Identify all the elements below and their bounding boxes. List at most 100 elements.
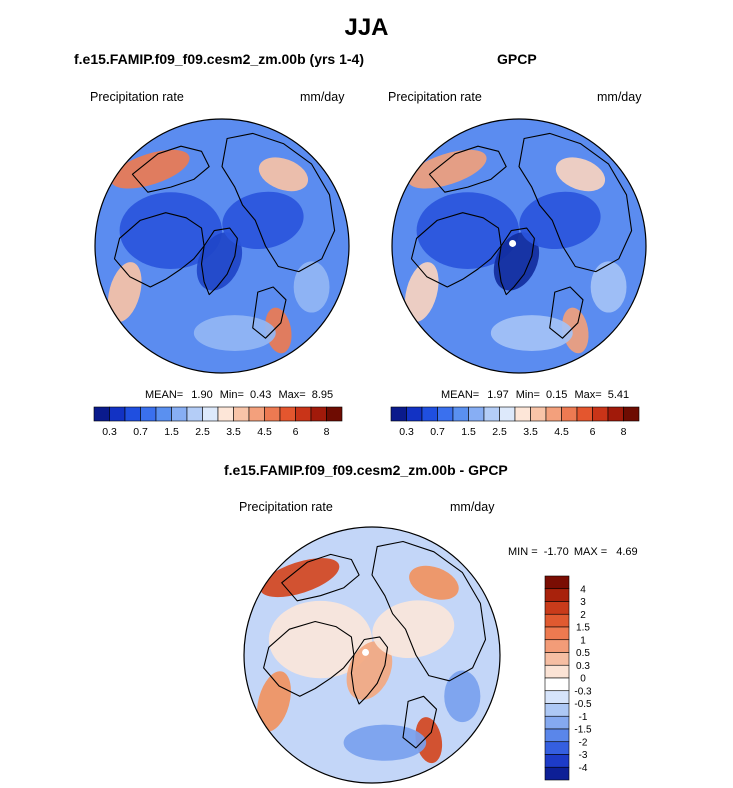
panel2-colorbar-tick: 0.3 bbox=[399, 426, 414, 438]
panel1-contour-region bbox=[111, 149, 190, 189]
panel1-colorbar-cell bbox=[326, 406, 343, 422]
panel1-colorbar-tick: 0.7 bbox=[133, 426, 148, 438]
panel1-colorbar-cell bbox=[109, 406, 126, 422]
panel3-colorbar-cell bbox=[544, 639, 570, 653]
panel1-colorbar-tick: 4.5 bbox=[257, 426, 272, 438]
panel1-colorbar-tick: 3.5 bbox=[226, 426, 241, 438]
panel3-max-value: 4.69 bbox=[616, 546, 638, 558]
panel2-colorbar-cell bbox=[545, 406, 562, 422]
panel1-contour-region bbox=[193, 315, 276, 351]
panel2-colorbar-cell bbox=[483, 406, 500, 422]
panel1-contour-region bbox=[196, 232, 243, 291]
panel3-colorbar-tick: -2 bbox=[579, 737, 588, 748]
panel2-colorbar-tick: 2.5 bbox=[492, 426, 507, 438]
panel2-stats: MEAN= 1.97 Min= 0.15 Max= 5.41 bbox=[441, 389, 629, 401]
panel1-contour-region bbox=[265, 307, 292, 354]
panel2-mean-label: MEAN= bbox=[441, 389, 480, 401]
panel1-map-border bbox=[94, 118, 350, 374]
panel3-colorbar-cell bbox=[544, 677, 570, 692]
panel2-colorbar-cell bbox=[390, 406, 407, 422]
panel2-colorbar-cell bbox=[406, 406, 423, 422]
panel3-coastline bbox=[350, 636, 389, 705]
panel3-variable-label: Precipitation rate bbox=[239, 500, 333, 514]
panel1-coastline bbox=[113, 212, 205, 288]
panel3-colorbar-tick: -3 bbox=[579, 750, 588, 761]
panel2-colorbar-tick: 4.5 bbox=[554, 426, 569, 438]
panel1-contour-region bbox=[258, 157, 309, 192]
panel1-coastline bbox=[200, 227, 238, 296]
panel2-colorbar-tick: 6 bbox=[590, 426, 596, 438]
panel2-mean-value: 1.97 bbox=[487, 389, 509, 401]
panel2-colorbar-cell bbox=[530, 406, 547, 422]
panel2-variable-label: Precipitation rate bbox=[388, 90, 482, 104]
panel1-colorbar-tick: 1.5 bbox=[164, 426, 179, 438]
panel3-contour-region bbox=[409, 565, 459, 600]
panel1-title: f.e15.FAMIP.f09_f09.cesm2_zm.00b (yrs 1-… bbox=[74, 51, 365, 67]
panel1-colorbar: 0.3 0.7 1.5 2.5 3.5 4.5 6 8 bbox=[93, 406, 343, 438]
panel2-colorbar-cell bbox=[452, 406, 469, 422]
panel1-coastline bbox=[252, 286, 287, 339]
panel1-mean-label: MEAN= bbox=[145, 389, 184, 401]
panel3-contour-region bbox=[415, 717, 443, 764]
page-title: JJA bbox=[344, 14, 389, 41]
panel3-colorbar: 4 3 2 1.51 0.5 0.3 0-0.3 -0.5 -1 -1.5-2 -3 -4 bbox=[544, 575, 592, 781]
panel3-min-label: MIN = bbox=[508, 546, 538, 558]
panel1-colorbar-cell bbox=[264, 406, 281, 422]
panel1-units-label: mm/day bbox=[300, 90, 345, 104]
panel1-colorbar-cell bbox=[124, 406, 141, 422]
panel1-colorbar-cell bbox=[186, 406, 203, 422]
panel3-stats: MIN = -1.70 MAX = 4.69 bbox=[508, 546, 638, 558]
panel2-contour-region bbox=[408, 149, 487, 189]
panel1-colorbar-tick: 2.5 bbox=[195, 426, 210, 438]
panel1-contour-region bbox=[107, 262, 142, 323]
panel2-coastline bbox=[428, 145, 507, 193]
panel2-colorbar-cell bbox=[499, 406, 516, 422]
panel2-colorbar-cell bbox=[561, 406, 578, 422]
panel3-coastline bbox=[263, 620, 355, 697]
panel3-polar-map bbox=[243, 526, 501, 784]
panel2-contour-region bbox=[416, 192, 519, 270]
panel3-colorbar-tick: 4 bbox=[580, 584, 586, 595]
panel1-min-value: 0.43 bbox=[249, 389, 272, 401]
panel2-colorbar-cell bbox=[623, 406, 640, 422]
panel2-contour-region bbox=[493, 232, 540, 291]
panel1-colorbar-cell bbox=[248, 406, 265, 422]
panel3-units-label: mm/day bbox=[450, 500, 495, 514]
panel2-min-label: Min= bbox=[515, 389, 540, 401]
panel3-colorbar-tick: 2 bbox=[580, 610, 586, 621]
panel2-colorbar-cell bbox=[514, 406, 531, 422]
panel1-coastline bbox=[131, 145, 210, 193]
panel1-contour-region bbox=[119, 192, 222, 270]
panel3-colorbar-tick: -1.5 bbox=[574, 725, 592, 736]
panel3-coastline bbox=[281, 553, 360, 602]
panel3-colorbar-cell bbox=[544, 652, 570, 666]
panel1-contour-region bbox=[293, 261, 330, 313]
panel3-pole-marker bbox=[362, 648, 370, 656]
panel2-colorbar-cell bbox=[607, 406, 624, 422]
panel3-colorbar-cell bbox=[544, 715, 570, 730]
panel2-colorbar-cell bbox=[468, 406, 485, 422]
panel1-mean-value: 1.90 bbox=[191, 389, 213, 401]
panel1-coastline bbox=[221, 132, 336, 273]
panel3-colorbar-cell bbox=[544, 575, 570, 590]
panel1-variable-label: Precipitation rate bbox=[90, 90, 184, 104]
panel2-title: GPCP bbox=[497, 51, 537, 67]
panel3-contour-region bbox=[260, 558, 340, 598]
panel1-colorbar-cell bbox=[171, 406, 188, 422]
panel2-contour-region bbox=[590, 261, 627, 313]
panel1-colorbar-tick: 8 bbox=[324, 426, 330, 438]
panel3-colorbar-tick: 1 bbox=[580, 635, 586, 646]
panel2-contour-region bbox=[555, 157, 606, 192]
panel1-stats: MEAN= 1.90 Min= 0.43 Max= 8.95 bbox=[145, 389, 333, 401]
panel3-map-border bbox=[243, 526, 501, 784]
panel2-min-value: 0.15 bbox=[545, 389, 568, 401]
panel3-contour-region bbox=[346, 641, 393, 700]
panel1-min-label: Min= bbox=[219, 389, 244, 401]
panel2-coastline bbox=[497, 227, 535, 296]
panel3-colorbar-cell bbox=[544, 601, 570, 615]
panel3-min-value: -1.70 bbox=[543, 546, 569, 558]
panel2-colorbar-cell bbox=[576, 406, 593, 422]
panel1-colorbar-cell bbox=[217, 406, 234, 422]
panel2-colorbar-cell bbox=[437, 406, 454, 422]
panel3-colorbar-cell bbox=[544, 690, 570, 704]
